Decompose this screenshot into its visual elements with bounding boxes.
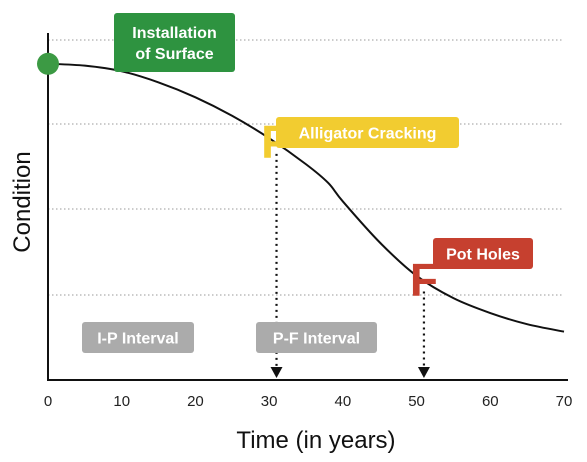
y-axis-title: Condition [9,151,36,252]
alligator-cracking-callout-box [276,117,459,148]
pot-holes-callout-box [433,238,533,269]
pf-interval-callout: P-F Interval [256,322,377,353]
pf-interval-callout-text: P-F Interval [273,331,360,348]
installation-callout-text: of Surface [135,46,213,63]
installation-callout: Installation of Surface [114,13,235,72]
x-tick-label-40: 40 [335,393,352,410]
installation-callout-text: Installation [132,25,216,42]
ip-interval-callout: I-P Interval [82,322,194,353]
pot-holes-callout: Pot Holes [433,238,533,269]
drop-arrow-p [270,367,283,378]
ip-interval-callout-box [82,322,194,353]
x-tick-label-10: 10 [113,393,130,410]
x-tick-label-20: 20 [187,393,204,410]
drop-arrow-f [417,367,430,378]
x-tick-labels: 0 10 20 30 40 50 60 70 [44,393,573,410]
x-tick-label-70: 70 [556,393,573,410]
alligator-cracking-callout: Alligator Cracking [276,117,459,148]
installation-callout-box [114,13,235,72]
x-tick-label-50: 50 [408,393,425,410]
ip-interval-callout-text: I-P Interval [97,331,179,348]
pot-holes-callout-text: Pot Holes [446,247,520,264]
x-tick-label-30: 30 [261,393,278,410]
x-tick-label-60: 60 [482,393,499,410]
interval-drop-lines [270,153,430,378]
x-tick-label-0: 0 [44,393,52,410]
x-axis-title: Time (in years) [236,427,395,454]
condition-curve [47,62,565,333]
installation-point [37,52,59,75]
pf-interval-callout-box [256,322,377,353]
alligator-cracking-callout-text: Alligator Cracking [299,126,437,143]
annotation-callouts: Installation of Surface Alligator Cracking… [82,13,533,353]
